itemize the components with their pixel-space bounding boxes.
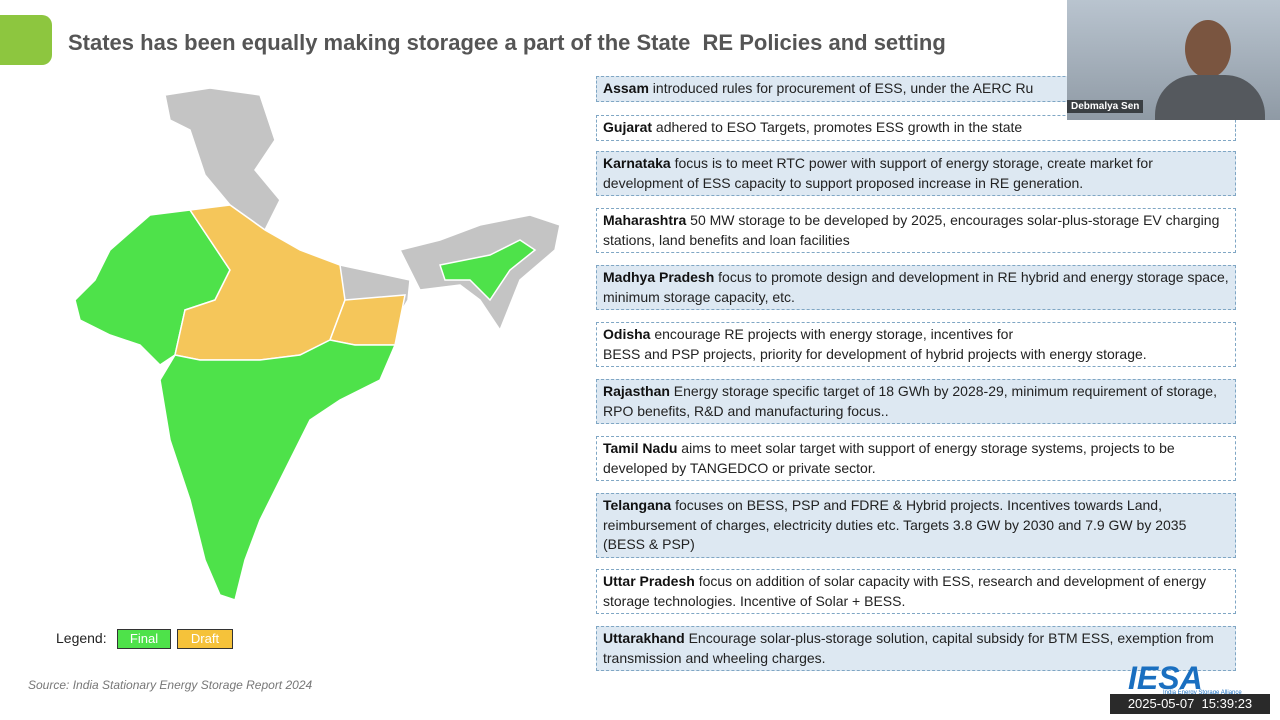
legend-draft: Draft	[177, 629, 233, 649]
policy-entry: Telangana focuses on BESS, PSP and FDRE …	[596, 493, 1236, 558]
webcam-name: Debmalya Sen	[1067, 100, 1144, 113]
legend-label: Legend:	[56, 630, 107, 646]
state-name: Uttarakhand	[603, 630, 685, 646]
state-name: Madhya Pradesh	[603, 269, 715, 285]
policy-text: Encourage solar-plus-storage solution, c…	[603, 630, 1214, 666]
state-name: Telangana	[603, 497, 672, 513]
state-name: Assam	[603, 80, 649, 96]
policy-entry: Uttarakhand Encourage solar-plus-storage…	[596, 626, 1236, 671]
title-accent	[0, 15, 52, 65]
india-map	[74, 87, 561, 601]
policy-text: focus to promote design and development …	[603, 269, 1229, 305]
policy-entry: Karnataka focus is to meet RTC power wit…	[596, 151, 1236, 196]
policy-text: adhered to ESO Targets, promotes ESS gro…	[652, 119, 1023, 135]
timestamp: 2025-05-07 15:39:23	[1110, 694, 1270, 714]
policy-text: focus on addition of solar capacity with…	[603, 573, 1207, 609]
policy-text: Energy storage specific target of 18 GWh…	[603, 383, 1217, 419]
policy-text: encourage RE projects with energy storag…	[603, 326, 1147, 362]
webcam-head	[1185, 20, 1231, 78]
policy-entry: Gujarat adhered to ESO Targets, promotes…	[596, 115, 1236, 141]
policy-entry: Maharashtra 50 MW storage to be develope…	[596, 208, 1236, 253]
policy-text: focus is to meet RTC power with support …	[603, 155, 1153, 191]
state-name: Rajasthan	[603, 383, 670, 399]
policy-entry: Madhya Pradesh focus to promote design a…	[596, 265, 1236, 310]
state-name: Maharashtra	[603, 212, 687, 228]
state-name: Odisha	[603, 326, 651, 342]
policy-text: focuses on BESS, PSP and FDRE & Hybrid p…	[603, 497, 1187, 552]
logo: IESA	[1128, 660, 1203, 696]
webcam: Debmalya Sen	[1067, 0, 1280, 120]
policy-entry: Tamil Nadu aims to meet solar target wit…	[596, 436, 1236, 481]
state-name: Tamil Nadu	[603, 440, 678, 456]
policy-entry: Rajasthan Energy storage specific target…	[596, 379, 1236, 424]
legend-final: Final	[117, 629, 171, 649]
source: Source: India Stationary Energy Storage …	[28, 678, 313, 692]
policy-text: 50 MW storage to be developed by 2025, e…	[603, 212, 1220, 248]
policy-entry: Odisha encourage RE projects with energy…	[596, 322, 1236, 367]
state-name: Gujarat	[603, 119, 653, 135]
policy-text: introduced rules for procurement of ESS,…	[648, 80, 1034, 96]
policy-entry: Uttar Pradesh focus on addition of solar…	[596, 569, 1236, 614]
policy-text: aims to meet solar target with support o…	[603, 440, 1175, 476]
slide-title: States has been equally making storagee …	[68, 30, 946, 55]
state-name: Karnataka	[603, 155, 671, 171]
state-name: Uttar Pradesh	[603, 573, 695, 589]
logo-subtitle: India Energy Storage Alliance	[1163, 690, 1242, 696]
webcam-body	[1155, 75, 1265, 120]
